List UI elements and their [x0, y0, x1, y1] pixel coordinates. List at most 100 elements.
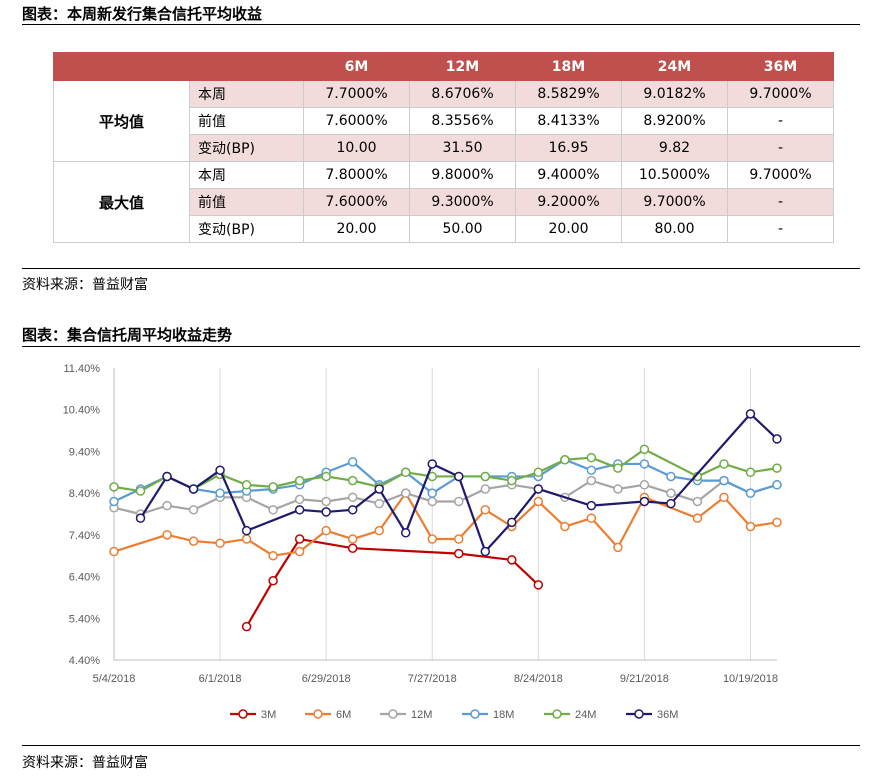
data-point-36M [162, 471, 172, 482]
table-cell: 50.00 [409, 215, 516, 243]
data-point-6M [692, 513, 703, 523]
x-tick-label: 6/29/2018 [302, 673, 351, 685]
data-point-12M [294, 494, 305, 505]
data-point-24M [109, 482, 119, 492]
data-point-18M [109, 496, 119, 507]
data-point-6M [745, 521, 756, 532]
data-point-12M [374, 498, 384, 509]
data-point-12M [666, 488, 676, 498]
data-point-24M [268, 482, 278, 492]
data-point-36M [745, 409, 756, 419]
data-point-6M [613, 542, 623, 553]
data-point-24M [560, 455, 570, 465]
data-point-3M [268, 575, 278, 586]
table-row: 变动(BP) 20.00 50.00 20.00 80.00 - [54, 215, 834, 243]
data-point-6M [560, 521, 570, 532]
table-cell: - [727, 134, 834, 162]
x-tick-label: 7/27/2018 [408, 673, 457, 685]
table-cell: 8.4133% [515, 107, 622, 135]
data-point-36M [400, 528, 411, 538]
table-cell: - [727, 107, 834, 135]
y-tick-label: 5.40% [69, 613, 100, 625]
data-point-12M [400, 488, 411, 498]
data-point-3M [241, 621, 252, 632]
header-cell: 24M [621, 52, 728, 81]
data-point-36M [294, 505, 305, 515]
data-point-24M [400, 467, 411, 478]
series-line-36M [139, 412, 778, 553]
data-point-12M [347, 492, 358, 503]
data-point-6M [586, 513, 597, 523]
table-cell: 9.4000% [515, 161, 622, 189]
row-label: 变动(BP) [189, 215, 304, 243]
header-cell: 12M [409, 52, 516, 81]
row-label: 前值 [189, 188, 304, 216]
data-point-18M [639, 459, 650, 469]
data-point-6M [533, 496, 544, 507]
data-point-36M [480, 546, 491, 557]
yield-trend-chart: 5/4/2018 6/1/2018 6/29/2018 7/27/2018 8/24/2… [63, 363, 782, 721]
y-tick-label: 6.40% [69, 572, 100, 584]
legend-label-12M: 12M [411, 709, 432, 721]
data-point-36M [507, 517, 517, 528]
data-point-36M [427, 459, 437, 469]
table-header-row: 6M 12M 18M 24M 36M [53, 52, 834, 81]
data-point-12M [613, 484, 623, 494]
data-point-18M [586, 465, 597, 475]
source-rule [22, 268, 860, 269]
source-note: 资料来源：普益财富 [22, 277, 148, 293]
table-cell: 9.3000% [409, 188, 516, 216]
data-point-12M [639, 480, 650, 490]
table-cell: 9.7000% [727, 80, 834, 108]
data-point-24M [745, 467, 756, 478]
data-point-36M [215, 465, 225, 475]
data-point-12M [188, 505, 199, 515]
data-point-3M [507, 555, 517, 565]
data-point-36M [135, 513, 146, 523]
data-point-36M [454, 471, 464, 482]
data-point-12M [268, 505, 278, 515]
x-tick-label: 5/4/2018 [93, 673, 136, 685]
data-point-24M [135, 486, 146, 496]
x-tick-label: 9/21/2018 [620, 673, 669, 685]
data-point-24M [586, 452, 597, 463]
data-point-6M [188, 536, 199, 546]
y-tick-label: 7.40% [69, 530, 100, 542]
data-point-6M [294, 546, 305, 557]
table-cell: 7.8000% [303, 161, 410, 189]
data-point-18M [347, 457, 358, 467]
table-cell: 80.00 [621, 215, 728, 243]
data-point-24M [772, 463, 782, 473]
data-point-6M [215, 538, 225, 548]
data-point-18M [215, 488, 225, 498]
data-point-36M [241, 525, 252, 536]
y-tick-label: 10.40% [63, 405, 101, 417]
data-point-12M [692, 496, 703, 507]
group-label-max: 最大值 [53, 161, 190, 243]
title-rule [22, 24, 860, 25]
data-point-6M [241, 534, 252, 544]
y-tick-label: 9.40% [69, 446, 100, 458]
header-cell [53, 52, 190, 81]
data-point-18M [666, 471, 676, 482]
legend-marker-3M [238, 709, 248, 719]
yield-table: 6M 12M 18M 24M 36M 平均值 本周 7.7000% 8.6706… [53, 52, 834, 243]
data-point-24M [321, 471, 331, 482]
table-cell: 10.5000% [621, 161, 728, 189]
data-point-12M [480, 484, 491, 494]
data-point-12M [454, 496, 464, 507]
source-note: 资料来源：普益财富 [22, 755, 148, 771]
data-point-18M [719, 475, 729, 486]
x-tick-label: 8/24/2018 [514, 673, 563, 685]
table-cell: - [727, 188, 834, 216]
table-cell: 8.3556% [409, 107, 516, 135]
header-cell: 36M [727, 52, 834, 81]
legend-marker-6M [313, 709, 323, 719]
data-point-3M [294, 534, 305, 544]
data-point-36M [639, 496, 650, 507]
data-point-6M [162, 530, 172, 540]
data-point-6M [772, 517, 782, 528]
header-cell: 18M [515, 52, 622, 81]
data-point-36M [586, 500, 597, 511]
data-point-36M [533, 484, 544, 494]
